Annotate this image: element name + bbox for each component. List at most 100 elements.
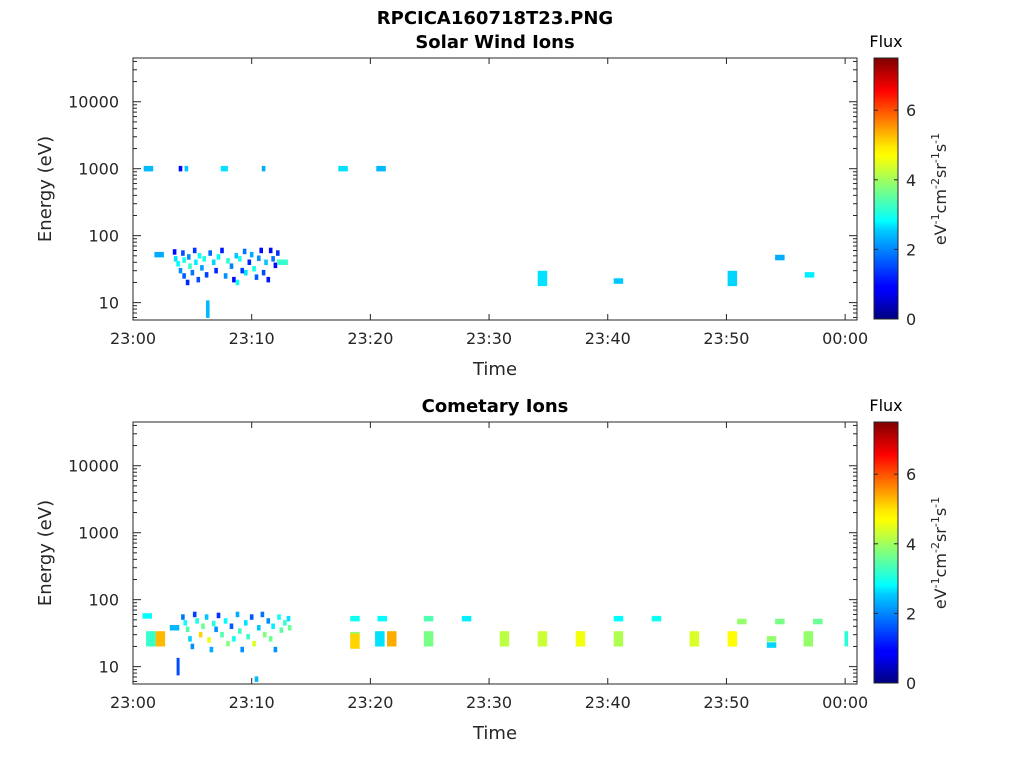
- unit-ev: eV: [931, 588, 950, 609]
- heatmap-cell: [185, 279, 190, 286]
- heatmap-cell: [271, 623, 275, 629]
- heatmap-cell: [183, 620, 187, 626]
- heatmap-cell: [264, 259, 268, 265]
- plot-frame-cometary: [132, 421, 858, 685]
- heatmap-cell: [192, 611, 197, 618]
- axes-solar-wind: 23:00 23:10 23:20 23:30 23:40 23:50 00:00 10 100…: [68, 58, 868, 348]
- colorbar-tick-label: 0: [906, 310, 916, 329]
- heatmap-cell: [211, 259, 216, 265]
- heatmap-cell: [234, 253, 239, 259]
- heatmap-cell: [266, 618, 271, 624]
- heatmap-cell: [423, 631, 434, 647]
- x-tick-label: 00:00: [822, 693, 868, 712]
- heatmap-cell: [178, 165, 183, 172]
- colorbar-tick-label: 2: [906, 604, 916, 623]
- y-axis-label-solar-wind: Energy (eV): [35, 136, 56, 242]
- heatmap-cell: [223, 273, 228, 279]
- heatmap-cell: [188, 636, 192, 642]
- colorbar-tick-label: 2: [906, 240, 916, 259]
- heatmap-cell: [263, 631, 267, 638]
- y-tick-label: 100: [88, 227, 119, 246]
- axes-cometary: 23:00 23:10 23:20 23:30 23:40 23:50 00:00 10 100…: [68, 422, 868, 712]
- heatmap-cell: [232, 636, 236, 642]
- heatmap-cell: [613, 631, 624, 647]
- y-tick-label: 10000: [68, 93, 119, 112]
- colorbar-gradient-solar-wind: [873, 57, 899, 320]
- heatmap-cell: [226, 640, 230, 647]
- heatmap-cell: [283, 620, 287, 626]
- heatmap-cell: [220, 165, 228, 172]
- y-tick-label: 10000: [68, 457, 119, 476]
- x-axis-label-solar-wind: Time: [472, 359, 517, 380]
- y-tick-label: 10: [99, 658, 119, 677]
- heatmap-cell: [238, 256, 242, 262]
- heatmap-cell: [194, 259, 198, 265]
- unit-sr: sr: [931, 163, 950, 178]
- x-tick-label: 23:30: [466, 693, 512, 712]
- heatmap-cell: [196, 276, 201, 283]
- colorbar-title-solar-wind: Flux: [869, 32, 902, 51]
- heatmap-cell: [240, 267, 244, 274]
- heatmap-cell: [192, 247, 197, 254]
- x-axis-label-cometary: Time: [472, 723, 517, 744]
- heatmap-cell: [268, 247, 273, 254]
- heatmap-cell: [238, 628, 242, 634]
- unit-sup-4: -1: [929, 497, 942, 508]
- x-tick-label: 23:40: [585, 693, 631, 712]
- heatmap-cell: [172, 249, 177, 255]
- panel-cometary: Cometary Ions 23:00 23:10 23:20 23:30 23:40 2…: [35, 396, 868, 744]
- heatmap-cell: [178, 267, 183, 274]
- heatmap-cell: [249, 251, 254, 258]
- heatmap-cell: [350, 615, 360, 622]
- x-tick-label: 23:50: [703, 329, 749, 348]
- heatmap-cells-cometary: [142, 611, 849, 682]
- heatmap-cell: [198, 631, 203, 638]
- heatmap-cell: [286, 615, 291, 622]
- x-tick-label: 23:20: [347, 329, 393, 348]
- heatmap-cell: [737, 618, 747, 625]
- colorbar-unit-solar-wind: eV-1cm-2sr-1s-1: [929, 133, 950, 245]
- heatmap-cell: [173, 256, 178, 262]
- heatmap-cell: [187, 254, 191, 260]
- panel-solar-wind: Solar Wind Ions 23:00 23:10 23:20 23:30 23:4…: [35, 32, 868, 380]
- heatmap-cell: [214, 267, 218, 274]
- heatmap-cell: [181, 614, 185, 620]
- plot-frame-solar-wind: [132, 57, 858, 321]
- heatmap-cell: [235, 279, 240, 286]
- heatmap-cell: [377, 615, 387, 622]
- y-axis-label-cometary: Energy (eV): [35, 500, 56, 606]
- heatmap-cell: [727, 270, 738, 287]
- heatmap-cell: [268, 636, 273, 642]
- heatmap-cell: [252, 640, 256, 647]
- x-tick-label: 23:40: [585, 329, 631, 348]
- heatmap-cell: [350, 633, 360, 649]
- heatmap-cell: [499, 631, 510, 647]
- heatmap-cell: [261, 269, 266, 276]
- heatmap-cells-solar-wind: [143, 165, 815, 318]
- x-tick-label: 23:10: [229, 329, 275, 348]
- heatmap-cell: [651, 615, 662, 622]
- heatmap-cell: [146, 631, 156, 647]
- unit-sup-3: -1: [929, 152, 942, 163]
- x-tick-label: 23:10: [229, 693, 275, 712]
- heatmap-cell: [254, 676, 259, 682]
- heatmap-cell: [206, 300, 210, 318]
- x-tick-label: 23:50: [703, 693, 749, 712]
- unit-s: s: [931, 144, 950, 152]
- heatmap-cell: [142, 613, 152, 619]
- colorbar-gradient-cometary: [873, 421, 899, 684]
- heatmap-cell: [277, 614, 281, 620]
- heatmap-cell: [176, 657, 180, 676]
- heatmap-cell: [271, 256, 275, 262]
- heatmap-cell: [211, 620, 216, 627]
- heatmap-cell: [727, 631, 738, 647]
- heatmap-cell: [143, 165, 154, 172]
- heatmap-cell: [423, 615, 434, 622]
- heatmap-cell: [376, 165, 386, 172]
- heatmap-cell: [155, 631, 166, 647]
- heatmap-cell: [775, 254, 785, 261]
- heatmap-cell: [169, 625, 180, 631]
- heatmap-cell: [252, 266, 256, 272]
- heatmap-cell: [766, 636, 777, 642]
